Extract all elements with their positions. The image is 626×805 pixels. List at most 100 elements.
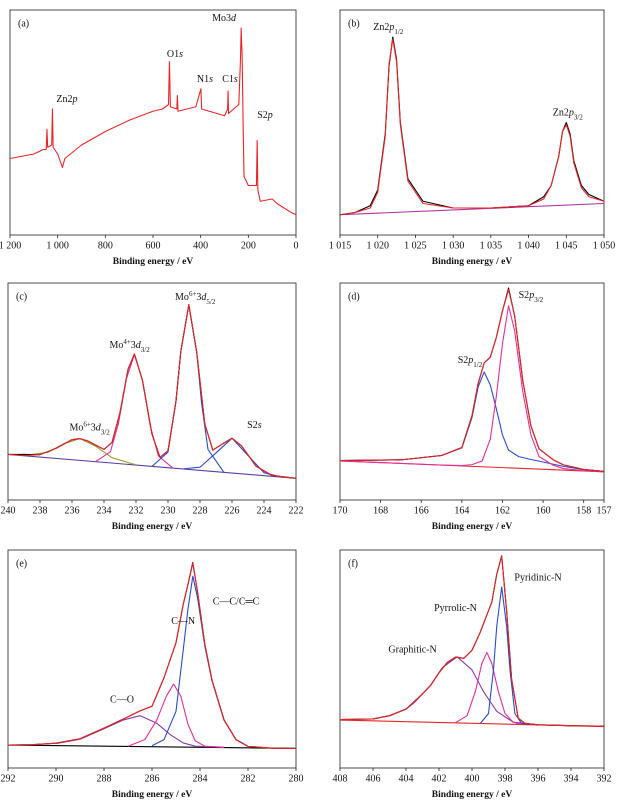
panel-label: (e) [16,558,27,569]
peak-label-part: Mo [109,340,123,351]
peak-label-part: Mo [175,292,189,303]
x-tick-label: 406 [366,773,381,784]
spectrum-line [7,304,297,479]
peak-label: S2p3/2 [519,290,544,303]
peak-label-part: N1 [197,74,209,85]
peak-label: C—N [171,616,195,627]
peak-label-part: s [209,74,213,85]
x-axis-label: Binding energy / eV [432,790,513,800]
peak-label-part: 1/2 [473,361,482,369]
spectrum-line [183,437,281,478]
plot-frame [339,9,605,236]
peak-label-part: s [179,49,183,60]
x-tick-label: 228 [193,505,208,516]
x-tick-label: 1 050 [593,240,616,251]
x-tick-label: 164 [454,505,469,516]
peak-label: S2p [257,110,273,121]
peak-label-part: Pyrrolic-N [434,603,477,614]
peak-label-part: 3 [131,340,136,351]
peak-label-part: Zn2 [553,108,569,119]
x-tick-label: 158 [576,505,591,516]
panel-label: (b) [348,18,360,29]
panel-label: (d) [348,291,360,302]
peak-label: S2s [247,421,262,432]
spectrum-line [7,744,297,749]
peak-label: S2p1/2 [458,355,483,368]
x-tick-label: 0 [294,240,299,251]
x-tick-label: 398 [498,773,513,784]
peak-label: Graphitic-N [388,645,436,656]
peak-label-part: Pyridinic-N [514,573,561,584]
peak-label: Pyrrolic-N [434,603,477,614]
x-tick-label: 170 [333,505,348,516]
peak-label-part: 3/2 [101,428,110,436]
spectrum-line [8,304,297,479]
plot-frame [7,282,297,501]
peak-label: Zn2p3/2 [553,108,584,121]
peak-label-part: C—N [171,616,195,627]
peak-label: Zn2p [56,94,77,105]
peak-label-part: p [267,110,273,121]
x-tick-label: 286 [145,773,160,784]
x-tick-label: 1 020 [366,240,389,251]
peak-label-part: 3/2 [574,113,583,121]
peak-label-part: p [568,108,574,119]
peak-label-part: p [528,290,534,301]
spectrum-line [339,555,605,727]
x-axis-label: Binding energy / eV [112,790,193,800]
x-tick-label: 396 [531,773,546,784]
peak-label-part: Zn2 [56,94,72,105]
x-tick-label: 226 [225,505,240,516]
x-tick-label: 288 [97,773,112,784]
peak-label-part: C1 [222,74,234,85]
x-tick-label: 236 [65,505,80,516]
peak-label: Mo6+3d3/2 [69,420,110,436]
peak-label-part: d [136,340,142,351]
panel-label: (c) [16,291,27,302]
peak-label: N1s [197,74,213,85]
spectrum-line [339,36,605,216]
x-tick-label: 600 [146,240,161,251]
spectrum-line [455,651,522,725]
x-tick-label: 222 [289,505,304,516]
peak-label: C1s [222,74,238,85]
x-tick-label: 166 [414,505,429,516]
peak-label-part: S2 [257,110,268,121]
peak-label-part: S2 [247,421,258,432]
peak-label-part: O1 [167,49,179,60]
x-tick-label: 284 [193,773,208,784]
spectrum-line [127,683,225,748]
peak-label-part: 4+ [123,338,131,346]
peak-label-part: p [467,355,473,366]
x-tick-label: 240 [1,505,16,516]
peak-label-part: C—O [110,695,134,706]
peak-label: Pyridinic-N [514,573,561,584]
x-axis-label: Binding energy / eV [432,257,513,267]
x-tick-label: 800 [98,240,113,251]
peak-label: Mo6+3d5/2 [175,290,216,306]
x-tick-label: 290 [49,773,64,784]
spectrum-line [339,371,605,472]
spectrum-line [151,304,225,473]
x-tick-label: 282 [241,773,256,784]
peak-label-part: 3 [196,292,201,303]
panel-label: (f) [348,558,358,569]
x-tick-label: 1 035 [480,240,503,251]
x-tick-label: 200 [241,240,256,251]
x-tick-label: 402 [432,773,447,784]
peak-label-part: s [258,421,262,432]
peak-label-part: S2 [458,355,469,366]
peak-label-part: 6+ [189,290,197,298]
spectrum-line [339,288,605,472]
x-tick-label: 392 [597,773,612,784]
x-axis-label: Binding energy / eV [113,257,194,267]
x-tick-label: 168 [373,505,388,516]
peak-label-part: 3/2 [534,296,543,304]
spectrum-line [339,305,605,473]
x-tick-label: 224 [257,505,272,516]
peak-label-part: Graphitic-N [388,645,436,656]
x-tick-label: 400 [465,773,480,784]
x-tick-label: 400 [193,240,208,251]
spectrum-line [339,202,605,216]
